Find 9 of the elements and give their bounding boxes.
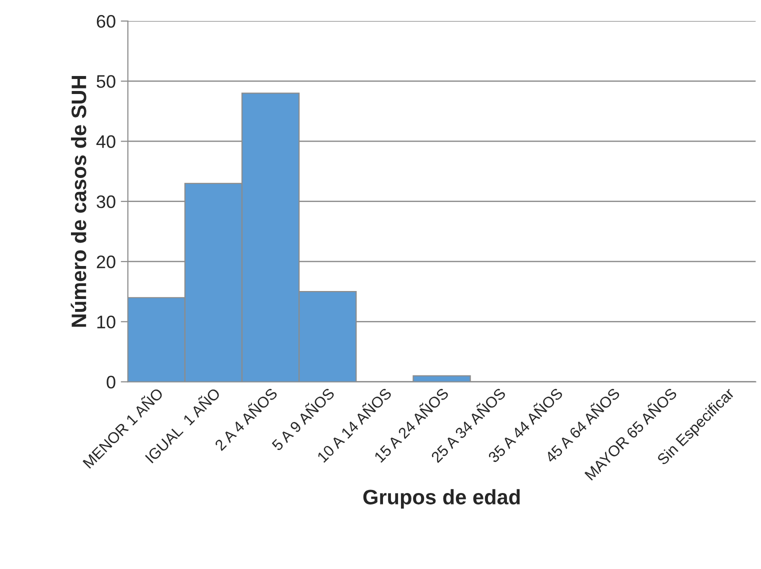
y-tick-label: 30 [96, 195, 116, 208]
y-tick-label: 20 [96, 255, 116, 268]
y-tick-label: 0 [106, 376, 116, 389]
y-tick-label: 50 [96, 75, 116, 88]
y-tick-label: 40 [96, 135, 116, 148]
y-axis-title: Número de casos de SUH [70, 76, 86, 327]
y-tick-label: 60 [96, 14, 116, 28]
y-tick-label: 10 [97, 316, 116, 328]
x-axis-title: Grupos de edad [363, 489, 520, 509]
